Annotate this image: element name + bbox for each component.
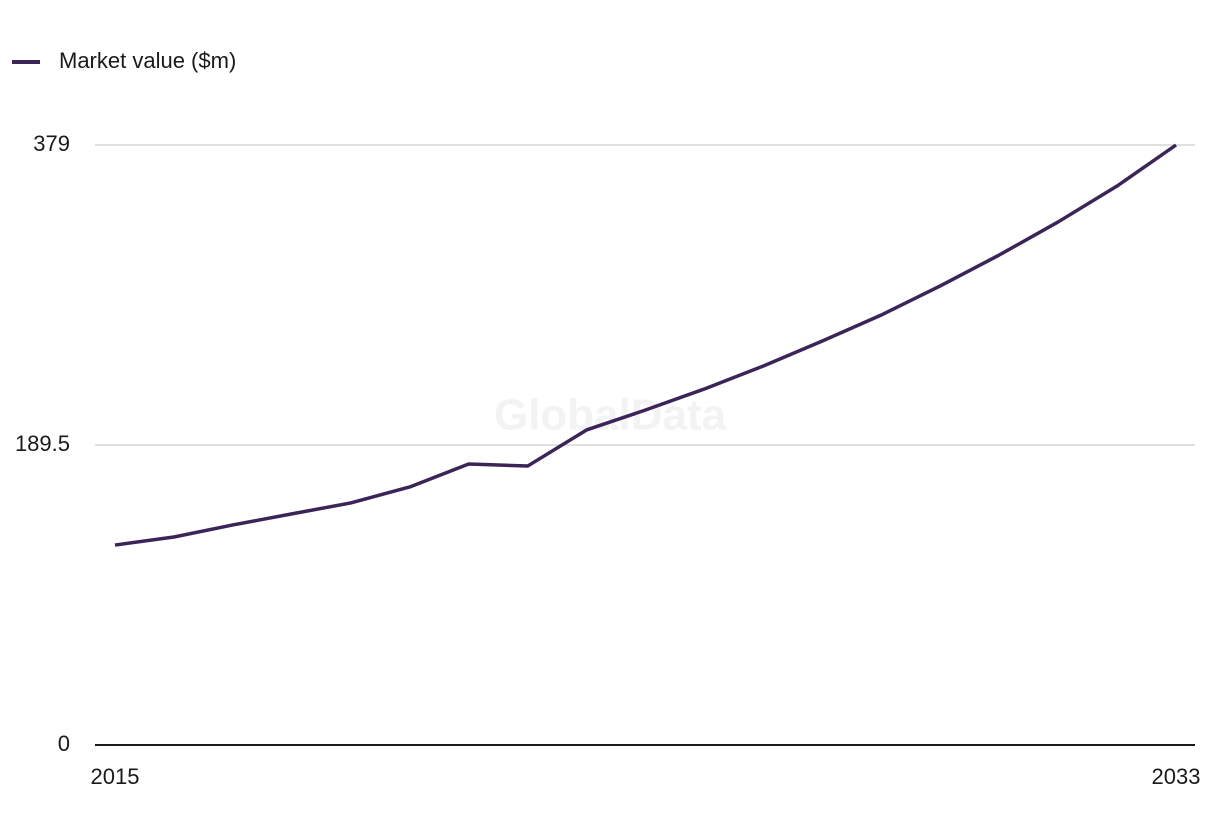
x-tick-label: 2033 (1152, 764, 1201, 789)
y-tick-label: 189.5 (15, 431, 70, 456)
y-tick-label: 0 (58, 731, 70, 756)
watermark: GlobalData (494, 391, 727, 440)
data-line (114, 143, 1177, 547)
legend-label: Market value ($m) (59, 48, 236, 73)
x-tick-label: 2015 (91, 764, 140, 789)
y-tick-label: 379 (33, 131, 70, 156)
